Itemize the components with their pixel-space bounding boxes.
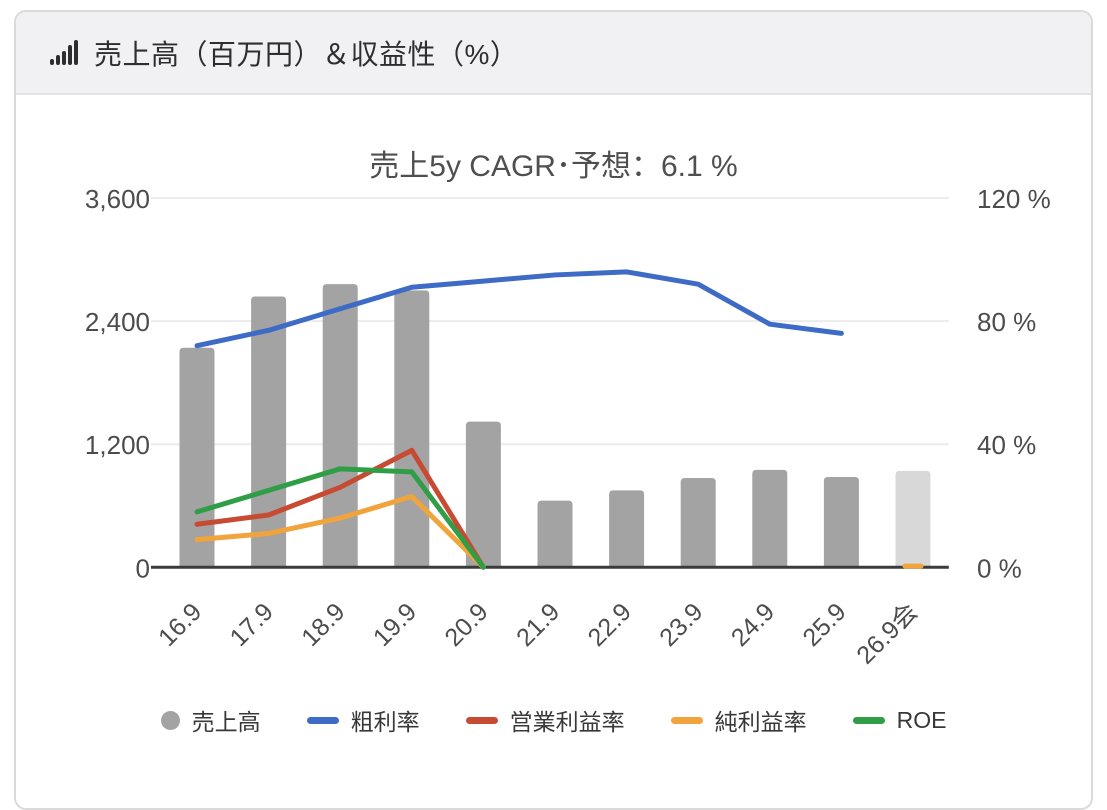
legend-item: 純利益率 — [670, 703, 807, 737]
header-title: 売上高（百万円）＆収益性（%） — [94, 38, 519, 70]
plot-svg: 0 1,200 2,400 3,600 0 % 40 % 80 % 120 % 16.9 17.9… — [85, 184, 1051, 670]
y-axis-label-left: 1,200 — [85, 430, 150, 460]
bar-forecast — [895, 470, 931, 568]
bar — [537, 500, 573, 568]
x-axis-label: 20.9 — [439, 598, 493, 652]
y-axis-label-left: 2,400 — [85, 307, 150, 337]
legend-item: 売上高 — [160, 703, 261, 737]
x-axis-label: 22.9 — [583, 598, 637, 652]
chart-body: 売上5y CAGR･予想：6.1 % 0 1,200 2,400 3,600 0 % 40… — [16, 95, 1091, 795]
chart-card: 売上高（百万円）＆収益性（%） 売上5y CAGR･予想：6.1 % 0 1,20… — [14, 10, 1093, 810]
x-axis-label: 19.9 — [368, 598, 422, 652]
y-axis-label-left: 3,600 — [85, 184, 150, 214]
legend: 売上高 粗利率 営業利益率 純利益率 ROE — [16, 703, 1091, 737]
x-axis-label: 16.9 — [153, 598, 207, 652]
legend-label: 売上高 — [191, 709, 261, 735]
bar — [251, 296, 287, 568]
legend-label: 営業利益率 — [509, 709, 625, 735]
x-axis-label: 18.9 — [296, 598, 350, 652]
card-header: 売上高（百万円）＆収益性（%） — [16, 12, 1091, 95]
legend-marker-line — [852, 716, 885, 724]
bar — [680, 478, 716, 568]
x-axis-label: 21.9 — [511, 598, 565, 652]
legend-item: ROE — [852, 706, 947, 734]
legend-item: 粗利率 — [306, 703, 420, 737]
x-axis-label: 24.9 — [726, 598, 780, 652]
legend-label: 粗利率 — [350, 709, 420, 735]
legend-item: 営業利益率 — [465, 703, 625, 737]
bar — [752, 469, 788, 568]
bar — [465, 421, 501, 568]
legend-marker-line — [670, 716, 703, 724]
series-line-粗利率 — [194, 269, 844, 349]
series-line-純利益率 — [194, 494, 486, 570]
x-axis-label: 17.9 — [225, 598, 279, 652]
legend-label: ROE — [896, 706, 947, 733]
bar — [823, 477, 859, 568]
bar-chart-icon — [50, 40, 78, 65]
series-line-ROE — [194, 466, 486, 570]
y-axis-label-right: 80 % — [977, 307, 1036, 337]
y-axis-label-left: 0 — [136, 553, 150, 583]
y-axis-label-right: 40 % — [977, 430, 1036, 460]
legend-marker-line — [465, 716, 498, 724]
y-axis-label-right: 0 % — [977, 553, 1022, 583]
bar — [609, 490, 645, 568]
x-axis-label: 26.9会 — [851, 598, 923, 670]
y-axis-label-right: 120 % — [977, 184, 1051, 214]
chart-title: 売上5y CAGR･予想：6.1 % — [369, 150, 738, 183]
bar — [322, 284, 358, 568]
series-line-営業利益率 — [194, 447, 486, 570]
bar — [179, 347, 215, 568]
legend-label: 純利益率 — [714, 709, 807, 735]
legend-marker-line — [306, 716, 339, 724]
legend-marker-circle — [160, 710, 180, 730]
x-axis-label: 25.9 — [797, 598, 851, 652]
x-axis-label: 23.9 — [654, 598, 708, 652]
bar — [394, 290, 430, 568]
